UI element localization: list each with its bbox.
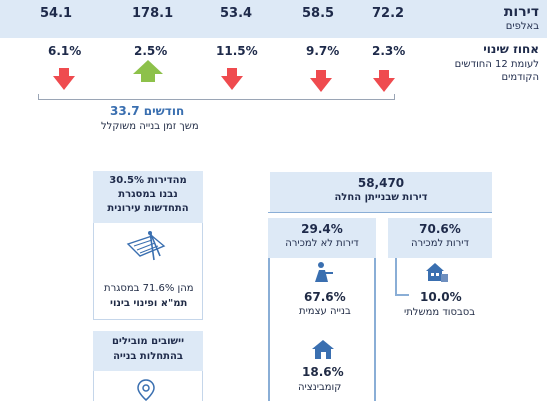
settlements-box: יישובים מובילים בהתחלות בנייה xyxy=(93,331,203,371)
not-sale-box: 29.4% דירות לא למכירה xyxy=(268,218,376,258)
urban-renewal-box: 30.5% מהדירות נבנו במסגרת התחדשות עירוני… xyxy=(93,171,203,223)
urban-note-1: מהן 71.6% במסגרת xyxy=(104,283,194,294)
settlements-frame xyxy=(93,371,203,401)
pct-5: 2.3% xyxy=(372,44,406,58)
notsale-value: 29.4% xyxy=(301,222,343,236)
top-bar xyxy=(0,0,547,38)
urban-line-3: התחדשות עירונית xyxy=(107,203,189,214)
connector xyxy=(395,294,409,296)
sale-label: דירות למכירה xyxy=(411,238,469,249)
connector xyxy=(374,258,376,401)
pct-3: 11.5% xyxy=(216,44,258,58)
bracket-line xyxy=(38,99,395,100)
value-5: 72.2 xyxy=(372,6,405,21)
down-arrow-icon xyxy=(53,68,75,90)
notsale-label: דירות לא למכירה xyxy=(285,238,359,249)
bracket-right xyxy=(394,94,395,100)
urban-line-1: 30.5% מהדירות xyxy=(109,175,187,186)
value-4: 58.5 xyxy=(302,6,335,21)
subsidy-label: בסבסוד ממשלתי xyxy=(404,307,476,318)
duration-label: משך זמן בנייה משוקלל xyxy=(101,121,199,132)
top-title: דירות xyxy=(503,4,539,20)
pct-2: 2.5% xyxy=(134,44,168,58)
duration-value: 33.7 חודשים xyxy=(110,104,185,118)
blueprint-icon xyxy=(126,231,166,261)
settlements-line-1: יישובים מובילים xyxy=(111,336,185,347)
urban-note-2: תמ"א ופינוי בינוי xyxy=(110,298,188,309)
value-1: 54.1 xyxy=(40,6,73,21)
change-subtitle-1: לעומת 12 החודשים xyxy=(454,59,539,70)
change-subtitle-2: הקודמים xyxy=(501,72,539,83)
urban-note-frame xyxy=(93,223,203,320)
value-2: 178.1 xyxy=(132,6,174,21)
sale-value: 70.6% xyxy=(419,222,461,236)
total-value: 58,470 xyxy=(357,176,405,190)
connector xyxy=(268,258,270,401)
bracket-left xyxy=(38,94,39,100)
top-subtitle: באלפים xyxy=(505,21,539,32)
house-subsidy-icon xyxy=(426,263,448,282)
pct-1: 6.1% xyxy=(48,44,82,58)
change-title: אחוז שינוי xyxy=(483,42,539,56)
up-arrow-icon xyxy=(133,60,163,82)
builder-icon xyxy=(315,262,333,282)
self-value: 67.6% xyxy=(304,290,346,304)
connector xyxy=(395,258,397,296)
total-box: 58,470 דירות שבנייתן החלה xyxy=(270,172,492,212)
location-pin-icon xyxy=(137,379,155,401)
down-arrow-icon xyxy=(221,68,243,90)
total-label: דירות שבנייתן החלה xyxy=(334,192,428,203)
connector xyxy=(268,212,492,213)
combo-label: קומבינציה xyxy=(298,382,342,393)
house-combination-icon xyxy=(312,340,334,359)
value-3: 53.4 xyxy=(220,6,253,21)
sale-box: 70.6% דירות למכירה xyxy=(388,218,492,258)
settlements-line-2: בהתחלות בנייה xyxy=(113,351,183,362)
pct-4: 9.7% xyxy=(306,44,340,58)
down-arrow-icon xyxy=(310,70,332,92)
combo-value: 18.6% xyxy=(302,365,344,379)
urban-line-2: נבנו במסגרת xyxy=(118,189,178,200)
down-arrow-icon xyxy=(373,70,395,92)
subsidy-value: 10.0% xyxy=(420,290,462,304)
self-label: בנייה עצמית xyxy=(299,306,351,317)
